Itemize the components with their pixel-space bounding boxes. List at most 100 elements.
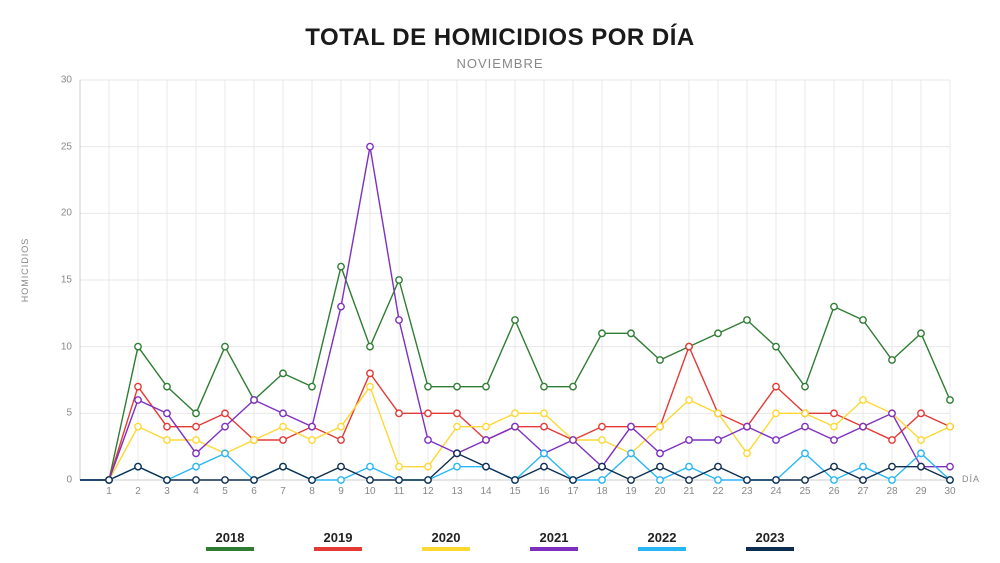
series-marker-2021 bbox=[744, 423, 750, 429]
series-marker-2020 bbox=[135, 423, 141, 429]
x-tick-label: 22 bbox=[712, 486, 723, 497]
series-marker-2023 bbox=[454, 450, 460, 456]
series-marker-2020 bbox=[193, 437, 199, 443]
series-marker-2019 bbox=[338, 437, 344, 443]
series-marker-2021 bbox=[715, 437, 721, 443]
series-marker-2019 bbox=[193, 423, 199, 429]
series-marker-2019 bbox=[773, 383, 779, 389]
series-marker-2018 bbox=[367, 343, 373, 349]
legend-label: 2019 bbox=[324, 530, 353, 545]
series-marker-2019 bbox=[831, 410, 837, 416]
x-tick-label: 7 bbox=[280, 486, 286, 497]
x-tick-label: 27 bbox=[857, 486, 868, 497]
series-marker-2020 bbox=[164, 437, 170, 443]
legend-item-2021: 2021 bbox=[530, 530, 578, 551]
x-tick-label: 14 bbox=[480, 486, 491, 497]
series-marker-2018 bbox=[222, 343, 228, 349]
series-marker-2023 bbox=[860, 477, 866, 483]
y-tick-label: 0 bbox=[66, 475, 72, 486]
series-marker-2023 bbox=[773, 477, 779, 483]
x-tick-label: 20 bbox=[654, 486, 665, 497]
legend-swatch bbox=[530, 547, 578, 551]
x-tick-label: 25 bbox=[799, 486, 810, 497]
x-tick-label: 11 bbox=[394, 486, 404, 497]
x-tick-label: 18 bbox=[596, 486, 607, 497]
series-marker-2018 bbox=[309, 383, 315, 389]
x-tick-label: 6 bbox=[251, 486, 257, 497]
series-marker-2020 bbox=[599, 437, 605, 443]
series-marker-2023 bbox=[483, 463, 489, 469]
series-marker-2021 bbox=[802, 423, 808, 429]
series-marker-2018 bbox=[918, 330, 924, 336]
series-marker-2023 bbox=[570, 477, 576, 483]
series-marker-2020 bbox=[860, 397, 866, 403]
series-marker-2023 bbox=[425, 477, 431, 483]
series-marker-2020 bbox=[251, 437, 257, 443]
series-marker-2020 bbox=[541, 410, 547, 416]
series-marker-2018 bbox=[715, 330, 721, 336]
chart-subtitle: NOVIEMBRE bbox=[0, 56, 1000, 71]
series-marker-2021 bbox=[570, 437, 576, 443]
legend-label: 2021 bbox=[540, 530, 569, 545]
series-marker-2022 bbox=[715, 477, 721, 483]
chart-svg bbox=[80, 80, 950, 480]
series-marker-2019 bbox=[396, 410, 402, 416]
series-marker-2018 bbox=[831, 303, 837, 309]
series-marker-2023 bbox=[106, 477, 112, 483]
series-marker-2021 bbox=[164, 410, 170, 416]
series-marker-2023 bbox=[715, 463, 721, 469]
series-marker-2021 bbox=[193, 450, 199, 456]
series-marker-2018 bbox=[396, 277, 402, 283]
series-marker-2022 bbox=[628, 450, 634, 456]
series-marker-2023 bbox=[831, 463, 837, 469]
x-tick-label: 10 bbox=[364, 486, 375, 497]
series-marker-2021 bbox=[512, 423, 518, 429]
series-marker-2021 bbox=[135, 397, 141, 403]
y-tick-label: 25 bbox=[61, 141, 72, 152]
series-marker-2018 bbox=[570, 383, 576, 389]
chart-container: TOTAL DE HOMICIDIOS POR DÍA NOVIEMBRE HO… bbox=[0, 0, 1000, 563]
x-tick-label: 16 bbox=[538, 486, 549, 497]
series-marker-2020 bbox=[396, 463, 402, 469]
series-marker-2023 bbox=[280, 463, 286, 469]
series-marker-2022 bbox=[918, 450, 924, 456]
series-marker-2018 bbox=[628, 330, 634, 336]
series-marker-2021 bbox=[338, 303, 344, 309]
x-tick-label: 8 bbox=[309, 486, 315, 497]
series-marker-2021 bbox=[889, 410, 895, 416]
series-marker-2022 bbox=[860, 463, 866, 469]
y-tick-label: 30 bbox=[61, 75, 72, 86]
series-marker-2020 bbox=[744, 450, 750, 456]
legend-item-2023: 2023 bbox=[746, 530, 794, 551]
legend-label: 2020 bbox=[432, 530, 461, 545]
series-marker-2021 bbox=[657, 450, 663, 456]
x-tick-label: 9 bbox=[338, 486, 344, 497]
series-marker-2020 bbox=[802, 410, 808, 416]
series-marker-2022 bbox=[599, 477, 605, 483]
series-marker-2018 bbox=[483, 383, 489, 389]
series-marker-2018 bbox=[135, 343, 141, 349]
series-marker-2023 bbox=[686, 477, 692, 483]
x-tick-label: 2 bbox=[135, 486, 141, 497]
legend-swatch bbox=[314, 547, 362, 551]
x-tick-label: 24 bbox=[770, 486, 781, 497]
legend: 201820192020202120222023 bbox=[0, 530, 1000, 551]
series-marker-2021 bbox=[425, 437, 431, 443]
legend-swatch bbox=[638, 547, 686, 551]
series-marker-2018 bbox=[947, 397, 953, 403]
series-marker-2018 bbox=[425, 383, 431, 389]
series-marker-2023 bbox=[164, 477, 170, 483]
x-tick-label: 12 bbox=[422, 486, 433, 497]
series-marker-2019 bbox=[541, 423, 547, 429]
series-marker-2021 bbox=[773, 437, 779, 443]
series-marker-2020 bbox=[425, 463, 431, 469]
x-tick-label: 30 bbox=[944, 486, 955, 497]
series-marker-2023 bbox=[222, 477, 228, 483]
y-tick-label: 10 bbox=[61, 341, 72, 352]
y-axis-label: HOMICIDIOS bbox=[20, 238, 30, 303]
legend-label: 2023 bbox=[756, 530, 785, 545]
x-tick-label: 19 bbox=[625, 486, 636, 497]
series-marker-2018 bbox=[164, 383, 170, 389]
series-marker-2020 bbox=[309, 437, 315, 443]
series-marker-2019 bbox=[135, 383, 141, 389]
